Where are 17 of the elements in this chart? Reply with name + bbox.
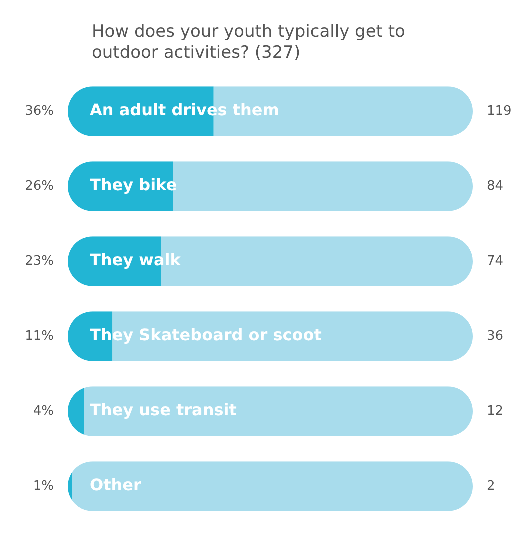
bar bbox=[72, 462, 473, 512]
data-label: 36% bbox=[25, 104, 54, 119]
data-label: 26% bbox=[25, 178, 54, 194]
y-tick-label: They use transit bbox=[90, 400, 238, 420]
y-tick-label: Other bbox=[90, 476, 142, 495]
text: 2 bbox=[487, 478, 496, 494]
data-label: 4% bbox=[33, 404, 54, 419]
text: 119 bbox=[487, 104, 512, 119]
text: 12 bbox=[487, 404, 504, 419]
data-label: 11% bbox=[25, 328, 54, 344]
bar bbox=[84, 386, 473, 436]
text: 84 bbox=[487, 178, 504, 194]
text: 36 bbox=[487, 328, 504, 344]
data-label: 23% bbox=[25, 254, 54, 269]
chart-title: How does your youth typically get to outdoor activities? (327) bbox=[92, 21, 406, 64]
data-label: 1% bbox=[33, 478, 54, 494]
text: 74 bbox=[487, 254, 504, 269]
